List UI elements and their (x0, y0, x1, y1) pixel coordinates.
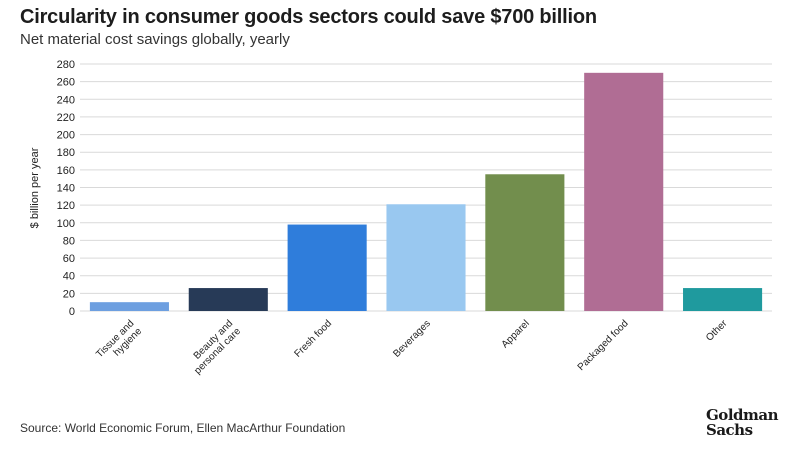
goldman-sachs-logo: Goldman Sachs (706, 406, 779, 439)
y-tick-label: 160 (57, 165, 75, 177)
x-tick-label-line: Beverages (391, 318, 433, 360)
x-tick-label-line: Fresh food (293, 318, 335, 360)
bars (89, 72, 763, 311)
y-tick-label: 140 (57, 183, 75, 195)
y-tick-label: 240 (57, 94, 75, 106)
y-tick-label: 220 (57, 112, 75, 124)
x-tick-label: Fresh food (293, 318, 335, 360)
bar (287, 224, 367, 311)
x-tick-label: Apparel (500, 318, 532, 350)
y-axis-label: $ billion per year (29, 147, 41, 228)
y-axis-ticks: 0 20 40 60 80 100 120 140 160 180 200 220 240 260 280 (57, 59, 75, 318)
bar (89, 302, 169, 311)
x-tick-label: Other (704, 318, 730, 344)
y-tick-label: 120 (57, 200, 75, 212)
y-tick-label: 60 (63, 253, 75, 265)
x-tick-label: Packaged food (576, 318, 631, 373)
y-tick-label: 260 (57, 77, 75, 89)
x-tick-label-line: Packaged food (576, 318, 631, 373)
chart-title: Circularity in consumer goods sectors co… (20, 6, 597, 28)
bar (584, 72, 664, 311)
source-note: Source: World Economic Forum, Ellen MacA… (20, 421, 346, 435)
logo-line-2: Sachs (706, 421, 753, 439)
y-tick-label: 80 (63, 235, 75, 247)
y-tick-label: 40 (63, 271, 75, 283)
y-tick-label: 20 (63, 288, 75, 300)
x-tick-label-line: Apparel (500, 318, 532, 350)
logo-line-1: Goldman (706, 406, 779, 424)
bar (683, 288, 763, 311)
y-tick-label: 180 (57, 147, 75, 159)
x-tick-label-line: Other (704, 318, 730, 344)
bar (386, 204, 466, 311)
bar (485, 174, 565, 311)
y-tick-label: 200 (57, 130, 75, 142)
bar (188, 288, 268, 311)
x-tick-label: Beverages (391, 318, 433, 360)
y-tick-label: 100 (57, 218, 75, 230)
y-tick-label: 0 (69, 306, 75, 318)
chart-subtitle: Net material cost savings globally, year… (20, 31, 290, 48)
y-tick-label: 280 (57, 59, 75, 71)
